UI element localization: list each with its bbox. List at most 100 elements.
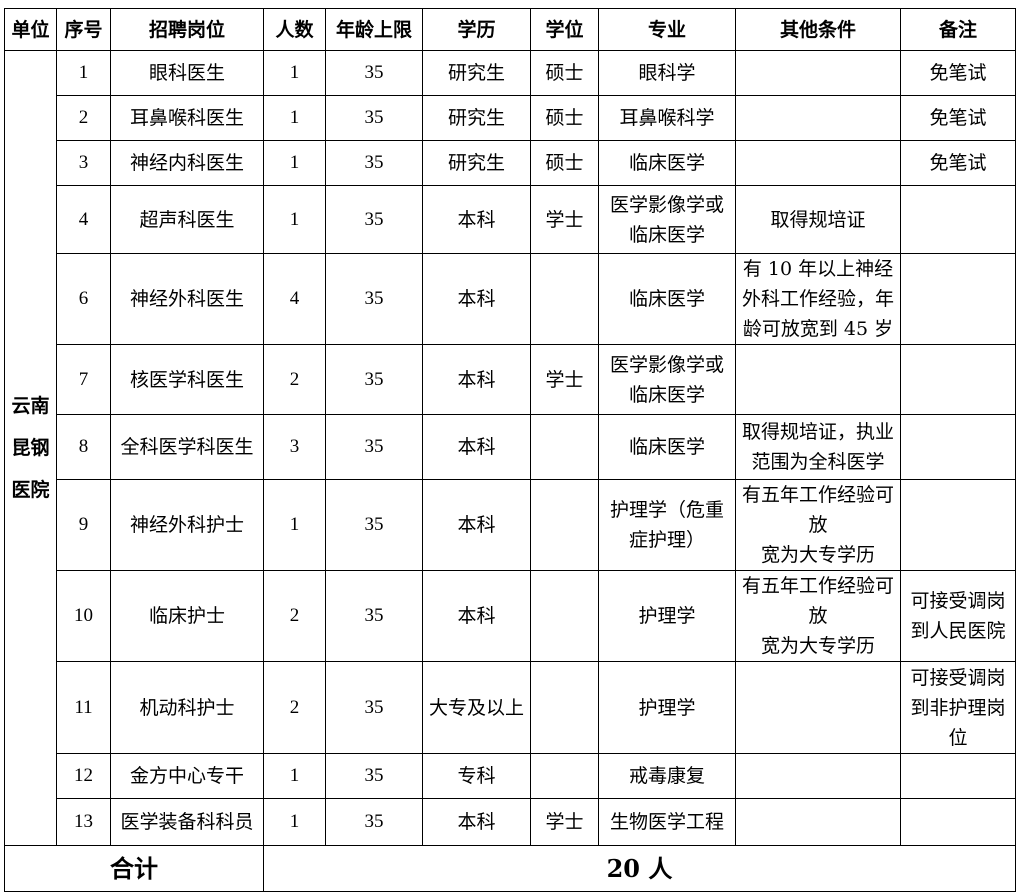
cell-post: 金方中心专干 [110, 753, 264, 799]
header-age: 年龄上限 [325, 8, 423, 51]
header-note: 备注 [900, 8, 1016, 51]
cell-other [735, 753, 901, 799]
cell-no: 2 [56, 95, 111, 141]
table-row: 10 临床护士 2 35 本科 护理学 有五年工作经验可放 宽为大专学历 可接受调岗 到人民医… [5, 570, 1016, 662]
cell-post: 全科医学科医生 [110, 414, 264, 480]
cell-no: 12 [56, 753, 111, 799]
header-major: 专业 [598, 8, 736, 51]
table-row: 12 金方中心专干 1 35 专科 戒毒康复 [5, 753, 1016, 799]
cell-major: 耳鼻喉科学 [598, 95, 736, 141]
cell-degree: 硕士 [530, 95, 599, 141]
cell-count: 4 [263, 253, 326, 345]
cell-age: 35 [325, 798, 423, 846]
cell-degree [530, 479, 599, 571]
cell-major: 护理学 [598, 661, 736, 754]
cell-post: 耳鼻喉科医生 [110, 95, 264, 141]
cell-no: 9 [56, 479, 111, 571]
cell-degree [530, 253, 599, 345]
cell-age: 35 [325, 185, 423, 254]
header-post: 招聘岗位 [110, 8, 264, 51]
cell-post: 神经外科护士 [110, 479, 264, 571]
cell-post: 医学装备科科员 [110, 798, 264, 846]
cell-no: 8 [56, 414, 111, 480]
cell-no: 4 [56, 185, 111, 254]
header-other: 其他条件 [735, 8, 901, 51]
cell-other [735, 798, 901, 846]
cell-note [900, 185, 1016, 254]
table-row: 7 核医学科医生 2 35 本科 学士 医学影像学或 临床医学 [5, 344, 1016, 415]
cell-note [900, 414, 1016, 480]
cell-major: 医学影像学或 临床医学 [598, 185, 736, 254]
table-row: 4 超声科医生 1 35 本科 学士 医学影像学或 临床医学 取得规培证 [5, 185, 1016, 254]
cell-no: 11 [56, 661, 111, 754]
cell-other: 取得规培证，执业 范围为全科医学 [735, 414, 901, 480]
cell-major: 眼科学 [598, 50, 736, 96]
cell-note: 免笔试 [900, 95, 1016, 141]
cell-other [735, 661, 901, 754]
cell-count: 1 [263, 479, 326, 571]
header-count: 人数 [263, 8, 326, 51]
cell-count: 2 [263, 661, 326, 754]
total-label: 合计 [4, 845, 264, 892]
total-row: 合计 20 人 [4, 845, 1016, 892]
cell-edu: 研究生 [422, 50, 531, 96]
cell-post: 机动科护士 [110, 661, 264, 754]
cell-degree [530, 570, 599, 662]
cell-age: 35 [325, 414, 423, 480]
cell-note [900, 798, 1016, 846]
cell-no: 3 [56, 140, 111, 186]
cell-count: 1 [263, 50, 326, 96]
cell-edu: 大专及以上 [422, 661, 531, 754]
cell-degree: 硕士 [530, 140, 599, 186]
cell-note [900, 344, 1016, 415]
cell-degree: 学士 [530, 185, 599, 254]
cell-note [900, 479, 1016, 571]
cell-age: 35 [325, 753, 423, 799]
cell-count: 1 [263, 140, 326, 186]
cell-age: 35 [325, 570, 423, 662]
cell-age: 35 [325, 253, 423, 345]
cell-age: 35 [325, 344, 423, 415]
cell-age: 35 [325, 95, 423, 141]
cell-post: 超声科医生 [110, 185, 264, 254]
cell-post: 核医学科医生 [110, 344, 264, 415]
recruitment-table: 单位 序号 招聘岗位 人数 年龄上限 学历 学位 专业 其他条件 备注 云南 昆钢 医院 1 眼科医生… [4, 8, 1016, 892]
table-row: 13 医学装备科科员 1 35 本科 学士 生物医学工程 [5, 798, 1016, 846]
cell-age: 35 [325, 479, 423, 571]
cell-note: 可接受调岗 到非护理岗 位 [900, 661, 1016, 754]
cell-major: 临床医学 [598, 253, 736, 345]
cell-count: 1 [263, 798, 326, 846]
cell-post: 神经内科医生 [110, 140, 264, 186]
cell-other: 取得规培证 [735, 185, 901, 254]
cell-count: 3 [263, 414, 326, 480]
cell-major: 医学影像学或 临床医学 [598, 344, 736, 415]
cell-count: 1 [263, 753, 326, 799]
cell-no: 1 [56, 50, 111, 96]
cell-no: 6 [56, 253, 111, 345]
cell-edu: 本科 [422, 798, 531, 846]
cell-age: 35 [325, 140, 423, 186]
cell-edu: 本科 [422, 414, 531, 480]
cell-count: 2 [263, 570, 326, 662]
cell-edu: 本科 [422, 185, 531, 254]
table-row: 云南 昆钢 医院 1 眼科医生 1 35 研究生 硕士 眼科学 免笔试 [4, 50, 1016, 846]
cell-edu: 本科 [422, 344, 531, 415]
cell-no: 13 [56, 798, 111, 846]
cell-count: 1 [263, 185, 326, 254]
header-no: 序号 [56, 8, 111, 51]
cell-no: 7 [56, 344, 111, 415]
cell-major: 护理学（危重 症护理） [598, 479, 736, 571]
total-value: 20 人 [263, 845, 1016, 892]
cell-age: 35 [325, 50, 423, 96]
cell-other [735, 50, 901, 96]
cell-age: 35 [325, 661, 423, 754]
cell-degree: 硕士 [530, 50, 599, 96]
cell-degree: 学士 [530, 344, 599, 415]
cell-post: 临床护士 [110, 570, 264, 662]
cell-post: 眼科医生 [110, 50, 264, 96]
header-degree: 学位 [530, 8, 599, 51]
cell-edu: 本科 [422, 570, 531, 662]
cell-edu: 研究生 [422, 95, 531, 141]
cell-major: 临床医学 [598, 140, 736, 186]
cell-degree: 学士 [530, 798, 599, 846]
